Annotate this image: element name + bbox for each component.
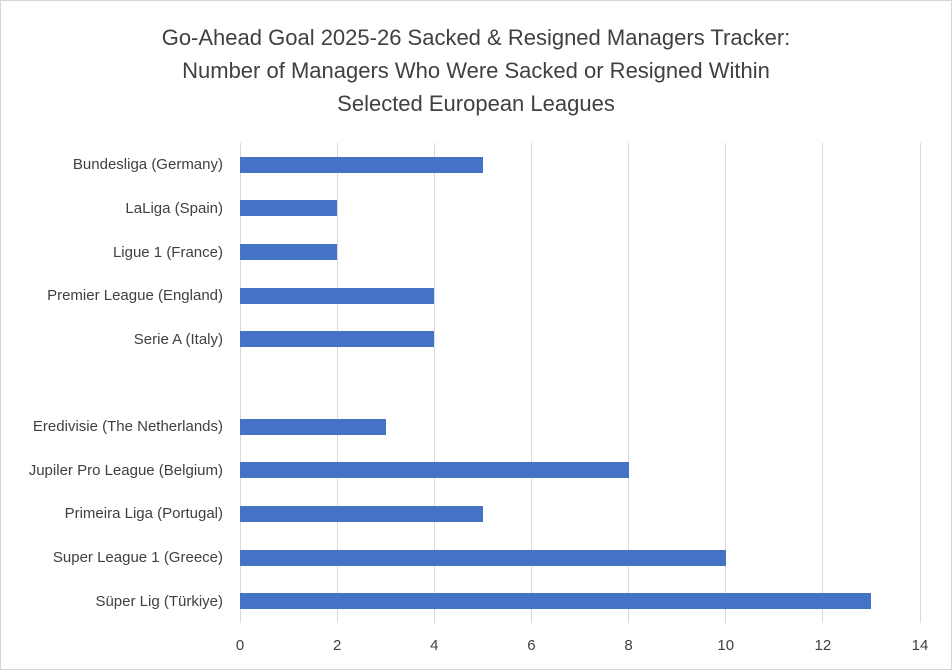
gridline-x-12 [822, 143, 824, 623]
category-label-jupiler-pro-league-belgium: Jupiler Pro League (Belgium) [28, 461, 223, 479]
bar-s-per-lig-t-rkiye [240, 593, 872, 610]
x-tick-label-4: 4 [430, 637, 439, 654]
category-label-bundesliga-germany: Bundesliga (Germany) [72, 156, 223, 174]
bar-serie-a-italy [240, 331, 435, 348]
bar-ligue-1-france [240, 244, 338, 261]
category-label-primeira-liga-portugal: Primeira Liga (Portugal) [64, 505, 223, 523]
category-label-ligue-1-france: Ligue 1 (France) [112, 243, 223, 261]
plot-area [239, 143, 921, 623]
category-axis: Bundesliga (Germany) LaLiga (Spain) Ligue … [1, 143, 223, 623]
category-label-laliga-spain: LaLiga (Spain) [125, 199, 223, 217]
category-label-serie-a-italy: Serie A (Italy) [133, 330, 223, 348]
bar-bundesliga-germany [240, 156, 483, 173]
x-tick-label-10: 10 [717, 637, 735, 654]
bar-super-league-1-greece [240, 549, 726, 566]
bar-jupiler-pro-league-belgium [240, 462, 629, 479]
category-label-super-league-1-greece: Super League 1 (Greece) [52, 549, 223, 567]
gridline-x-8 [628, 143, 630, 623]
x-tick-label-8: 8 [624, 637, 633, 654]
x-tick-label-14: 14 [911, 637, 929, 654]
bar-laliga-spain [240, 200, 338, 217]
bar-eredivisie-the-netherlands [240, 418, 386, 435]
chart-title-line-2: Number of Managers Who Were Sacked or Re… [182, 58, 770, 83]
x-tick-label-2: 2 [332, 637, 342, 654]
gridline-x-0 [239, 143, 241, 623]
gridline-x-14 [919, 143, 921, 623]
bar-primeira-liga-portugal [240, 505, 483, 522]
chart-title-line-1: Go-Ahead Goal 2025-26 Sacked & Resigned … [161, 25, 791, 50]
x-tick-label-0: 0 [235, 637, 245, 654]
x-tick-label-6: 6 [527, 637, 536, 654]
category-label-blank [1, 361, 223, 405]
chart-title: Go-Ahead Goal 2025-26 Sacked & Resigned … [1, 21, 951, 120]
category-label-premier-league-england: Premier League (England) [47, 287, 223, 305]
category-label-eredivisie-the-netherlands: Eredivisie (The Netherlands) [32, 418, 223, 436]
gridline-x-2 [336, 143, 338, 623]
gridline-x-6 [530, 143, 532, 623]
x-tick-label-12: 12 [814, 637, 832, 654]
gridline-x-10 [725, 143, 727, 623]
bar-premier-league-england [240, 287, 435, 304]
category-label-s-per-lig-t-rkiye: Süper Lig (Türkiye) [95, 592, 223, 610]
gridline-x-4 [433, 143, 435, 623]
chart-title-line-3: Selected European Leagues [337, 91, 615, 116]
